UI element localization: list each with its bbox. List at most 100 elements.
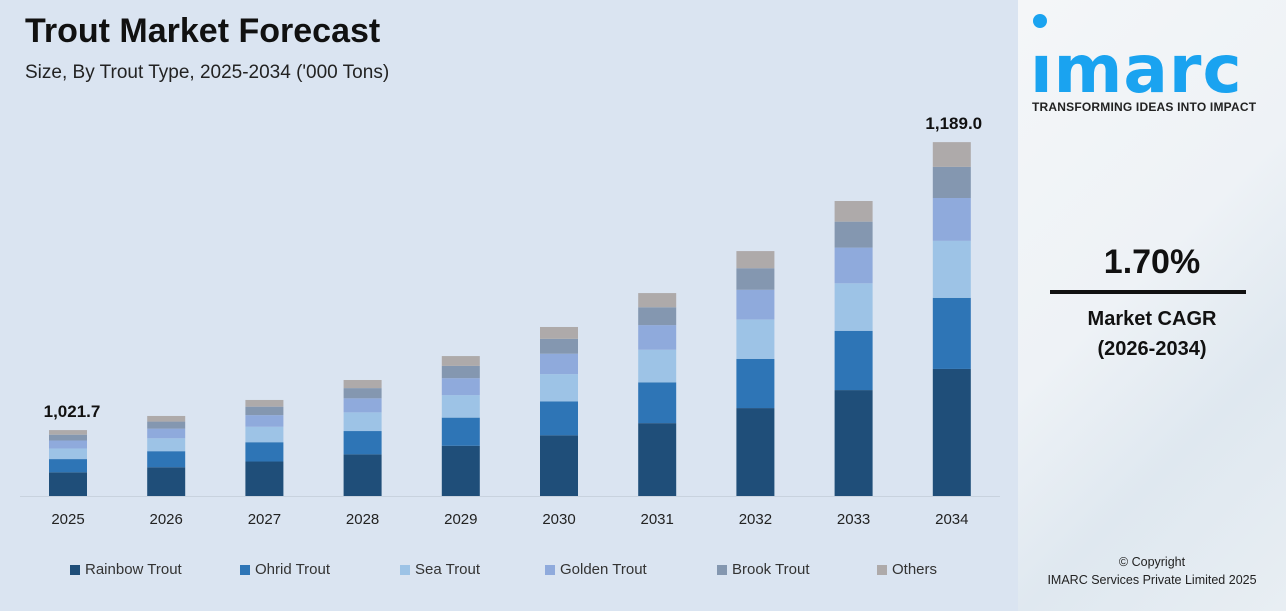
legend-swatch bbox=[877, 564, 887, 575]
bar-segment-others-2026 bbox=[147, 415, 186, 422]
total-label: 1,189.0 bbox=[925, 114, 982, 133]
bar-segment-brook-trout-2026 bbox=[147, 421, 186, 429]
bar-segment-brook-trout-2027 bbox=[245, 406, 284, 416]
chart-title: Trout Market Forecast bbox=[25, 12, 381, 50]
bar-segment-golden-trout-2033 bbox=[834, 247, 873, 284]
divider bbox=[1050, 290, 1246, 294]
bar-segment-golden-trout-2026 bbox=[147, 428, 186, 439]
bar-segment-others-2028 bbox=[343, 379, 382, 389]
bar-segment-ohrid-trout-2025 bbox=[49, 459, 87, 473]
bar-segment-others-2031 bbox=[638, 293, 677, 308]
bar-segment-rainbow-trout-2028 bbox=[343, 454, 382, 496]
copyright: © Copyright bbox=[1118, 555, 1186, 569]
bar-segment-ohrid-trout-2027 bbox=[245, 442, 284, 462]
bar-segment-rainbow-trout-2025 bbox=[49, 472, 87, 496]
x-tick-label: 2029 bbox=[444, 511, 477, 528]
legend: Rainbow Trout Ohrid Trout Sea Trout Golden … bbox=[70, 561, 957, 578]
bar-segment-golden-trout-2034 bbox=[932, 198, 971, 241]
bar-segment-ohrid-trout-2034 bbox=[932, 297, 971, 369]
bar-segment-sea-trout-2026 bbox=[147, 438, 186, 452]
imarc-logo: ımarc bbox=[1030, 14, 1243, 102]
bar-segment-ohrid-trout-2029 bbox=[441, 417, 480, 446]
company-name: IMARC Services Private Limited 2025 bbox=[1047, 573, 1257, 587]
bar-segment-others-2027 bbox=[245, 399, 284, 407]
bar-segment-ohrid-trout-2032 bbox=[736, 358, 775, 409]
bar-segment-ohrid-trout-2030 bbox=[540, 401, 578, 436]
bar-segment-others-2033 bbox=[834, 200, 873, 222]
bar-segment-golden-trout-2030 bbox=[540, 353, 578, 375]
bar-segment-rainbow-trout-2033 bbox=[834, 390, 873, 496]
bar-segment-golden-trout-2029 bbox=[441, 378, 480, 396]
x-tick-label: 2026 bbox=[150, 511, 183, 528]
bar-segment-rainbow-trout-2027 bbox=[245, 461, 284, 496]
bar-segment-others-2030 bbox=[540, 326, 578, 339]
bar-segment-others-2029 bbox=[441, 356, 480, 366]
bar-segment-sea-trout-2028 bbox=[343, 412, 382, 432]
x-tick-label: 2027 bbox=[248, 511, 281, 528]
bar-segment-sea-trout-2033 bbox=[834, 283, 873, 331]
bar-segment-golden-trout-2025 bbox=[49, 440, 87, 449]
legend-label: Rainbow Trout bbox=[85, 561, 182, 578]
bar-segment-sea-trout-2029 bbox=[441, 395, 480, 418]
bar-segment-rainbow-trout-2034 bbox=[932, 368, 971, 496]
x-tick-label: 2033 bbox=[837, 511, 870, 528]
legend-item: Sea Trout bbox=[400, 561, 545, 578]
total-label: 1,021.7 bbox=[44, 402, 101, 421]
legend-label: Golden Trout bbox=[560, 561, 647, 578]
bar-segment-brook-trout-2030 bbox=[540, 338, 578, 354]
chart-subtitle: Size, By Trout Type, 2025-2034 ('000 Ton… bbox=[25, 62, 390, 83]
tagline: TRANSFORMING IDEAS INTO IMPACT bbox=[1032, 100, 1257, 114]
bar-segment-sea-trout-2025 bbox=[49, 448, 87, 460]
legend-label: Sea Trout bbox=[415, 561, 481, 578]
bar-segment-ohrid-trout-2028 bbox=[343, 431, 382, 455]
svg-text:ımarc: ımarc bbox=[1030, 31, 1243, 102]
x-tick-label: 2031 bbox=[641, 511, 674, 528]
bar-segment-ohrid-trout-2033 bbox=[834, 330, 873, 391]
bar-segment-sea-trout-2032 bbox=[736, 319, 775, 359]
legend-item: Brook Trout bbox=[717, 561, 877, 578]
legend-label: Ohrid Trout bbox=[255, 561, 331, 578]
bar-segment-rainbow-trout-2030 bbox=[540, 435, 578, 496]
legend-swatch bbox=[400, 564, 410, 575]
x-tick-label: 2025 bbox=[51, 511, 84, 528]
cagr-value: 1.70% bbox=[1103, 243, 1201, 281]
bar-segment-rainbow-trout-2029 bbox=[441, 445, 480, 496]
bar-segment-brook-trout-2034 bbox=[932, 166, 971, 199]
x-tick-label: 2028 bbox=[346, 511, 379, 528]
bar-segment-golden-trout-2028 bbox=[343, 398, 382, 413]
x-tick-label: 2032 bbox=[739, 511, 772, 528]
bar-segment-rainbow-trout-2031 bbox=[638, 423, 677, 496]
cagr-period: (2026-2034) bbox=[1097, 338, 1207, 360]
legend-swatch bbox=[240, 564, 250, 575]
info-panel: ımarc TRANSFORMING IDEAS INTO IMPACT 1.7… bbox=[1018, 0, 1286, 611]
bar-segment-golden-trout-2031 bbox=[638, 325, 677, 350]
legend-swatch bbox=[717, 564, 727, 575]
legend-swatch bbox=[545, 564, 555, 575]
x-tick-label: 2030 bbox=[542, 511, 575, 528]
bar-segment-others-2025 bbox=[49, 430, 87, 435]
bar-segment-sea-trout-2034 bbox=[932, 240, 971, 298]
bar-segment-sea-trout-2030 bbox=[540, 374, 578, 402]
bar-segment-brook-trout-2033 bbox=[834, 221, 873, 248]
bar-segment-brook-trout-2031 bbox=[638, 307, 677, 326]
bar-segment-rainbow-trout-2032 bbox=[736, 408, 775, 496]
bar-segment-brook-trout-2025 bbox=[49, 434, 87, 441]
bar-segment-brook-trout-2029 bbox=[441, 365, 480, 379]
chart-panel: Trout Market Forecast Size, By Trout Typ… bbox=[0, 0, 1018, 611]
bar-segment-brook-trout-2028 bbox=[343, 388, 382, 399]
bar-segment-golden-trout-2032 bbox=[736, 289, 775, 320]
bar-segment-others-2032 bbox=[736, 251, 775, 269]
bar-segment-golden-trout-2027 bbox=[245, 415, 284, 427]
legend-label: Brook Trout bbox=[732, 561, 810, 578]
bar-segment-others-2034 bbox=[932, 142, 971, 167]
bar-segment-ohrid-trout-2026 bbox=[147, 451, 186, 468]
x-tick-label: 2034 bbox=[935, 511, 968, 528]
bar-segment-ohrid-trout-2031 bbox=[638, 382, 677, 424]
bar-segment-rainbow-trout-2026 bbox=[147, 467, 186, 496]
legend-label: Others bbox=[892, 561, 938, 578]
cagr-label: Market CAGR bbox=[1087, 308, 1217, 330]
bar-segment-sea-trout-2027 bbox=[245, 426, 284, 443]
stacked-bar-chart: 2025 1,021.7 2026 2027 2028 2029 2030 2031 2032 2… bbox=[20, 114, 1000, 528]
legend-swatch bbox=[70, 564, 80, 575]
bar-segment-brook-trout-2032 bbox=[736, 268, 775, 290]
